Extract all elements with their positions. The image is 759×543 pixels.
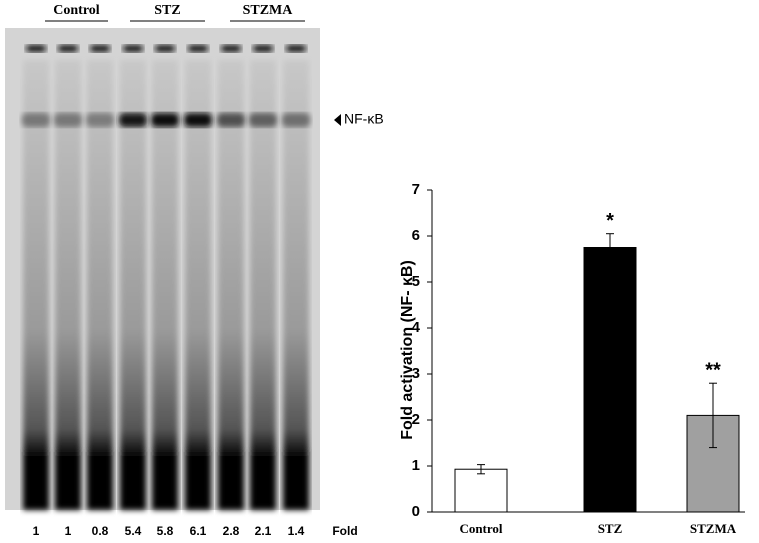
band-arrow xyxy=(334,114,341,126)
fold-value: 6.1 xyxy=(190,524,207,538)
gel-lane xyxy=(120,60,146,510)
y-tick-label: 7 xyxy=(412,181,420,198)
bar-chart: Fold activation (NF- κB) 0 1 2 3 4 5 6 7 Control… xyxy=(399,181,745,536)
nf-kb-band xyxy=(184,113,212,127)
y-tick-label: 4 xyxy=(412,319,421,336)
well xyxy=(188,45,208,52)
well xyxy=(58,45,78,52)
nf-kb-band xyxy=(54,113,82,127)
group-label: Control xyxy=(53,3,100,18)
x-tick-label: STZMA xyxy=(690,521,737,536)
significance-mark: ** xyxy=(705,359,721,381)
nf-kb-band xyxy=(119,113,147,127)
gel xyxy=(5,28,320,510)
fold-value: 5.4 xyxy=(125,524,142,538)
bar xyxy=(583,247,637,513)
gel-lane xyxy=(55,60,81,510)
y-tick-label: 0 xyxy=(412,503,420,520)
nf-kb-band xyxy=(22,113,50,127)
gel-lane xyxy=(23,60,49,510)
well xyxy=(155,45,175,52)
y-tick-label: 6 xyxy=(412,227,420,244)
nf-kb-band xyxy=(249,113,277,127)
group-label: STZMA xyxy=(243,3,294,18)
well xyxy=(253,45,273,52)
y-tick-label: 3 xyxy=(412,365,420,382)
nf-kb-band xyxy=(282,113,310,127)
y-tick-label: 2 xyxy=(412,411,420,428)
fold-value: 1 xyxy=(65,524,72,538)
band-label: NF-κB xyxy=(344,111,384,127)
significance-mark: * xyxy=(606,210,614,232)
well xyxy=(221,45,241,52)
well xyxy=(286,45,306,52)
y-tick-label: 5 xyxy=(412,273,420,290)
gel-lane xyxy=(87,60,113,510)
nf-kb-band xyxy=(217,113,245,127)
y-tick-label: 1 xyxy=(412,457,420,474)
y-axis-label: Fold activation (NF- κB) xyxy=(399,260,416,440)
fold-label: Fold xyxy=(332,524,357,538)
nf-kb-band xyxy=(151,113,179,127)
x-tick-label: STZ xyxy=(598,521,623,536)
x-tick-label: Control xyxy=(459,521,502,536)
fold-value: 1 xyxy=(33,524,40,538)
bar xyxy=(454,468,508,513)
fold-value: 5.8 xyxy=(157,524,174,538)
fold-value: 1.4 xyxy=(288,524,305,538)
nf-kb-band xyxy=(86,113,114,127)
fold-value: 0.8 xyxy=(92,524,109,538)
well xyxy=(90,45,110,52)
group-label: STZ xyxy=(154,3,180,18)
fold-value: 2.1 xyxy=(255,524,272,538)
gel-lane xyxy=(185,60,211,510)
well xyxy=(123,45,143,52)
gel-lane xyxy=(250,60,276,510)
gel-lane xyxy=(283,60,309,510)
gel-lane xyxy=(218,60,244,510)
fold-value: 2.8 xyxy=(223,524,240,538)
well xyxy=(26,45,46,52)
gel-lane xyxy=(152,60,178,510)
